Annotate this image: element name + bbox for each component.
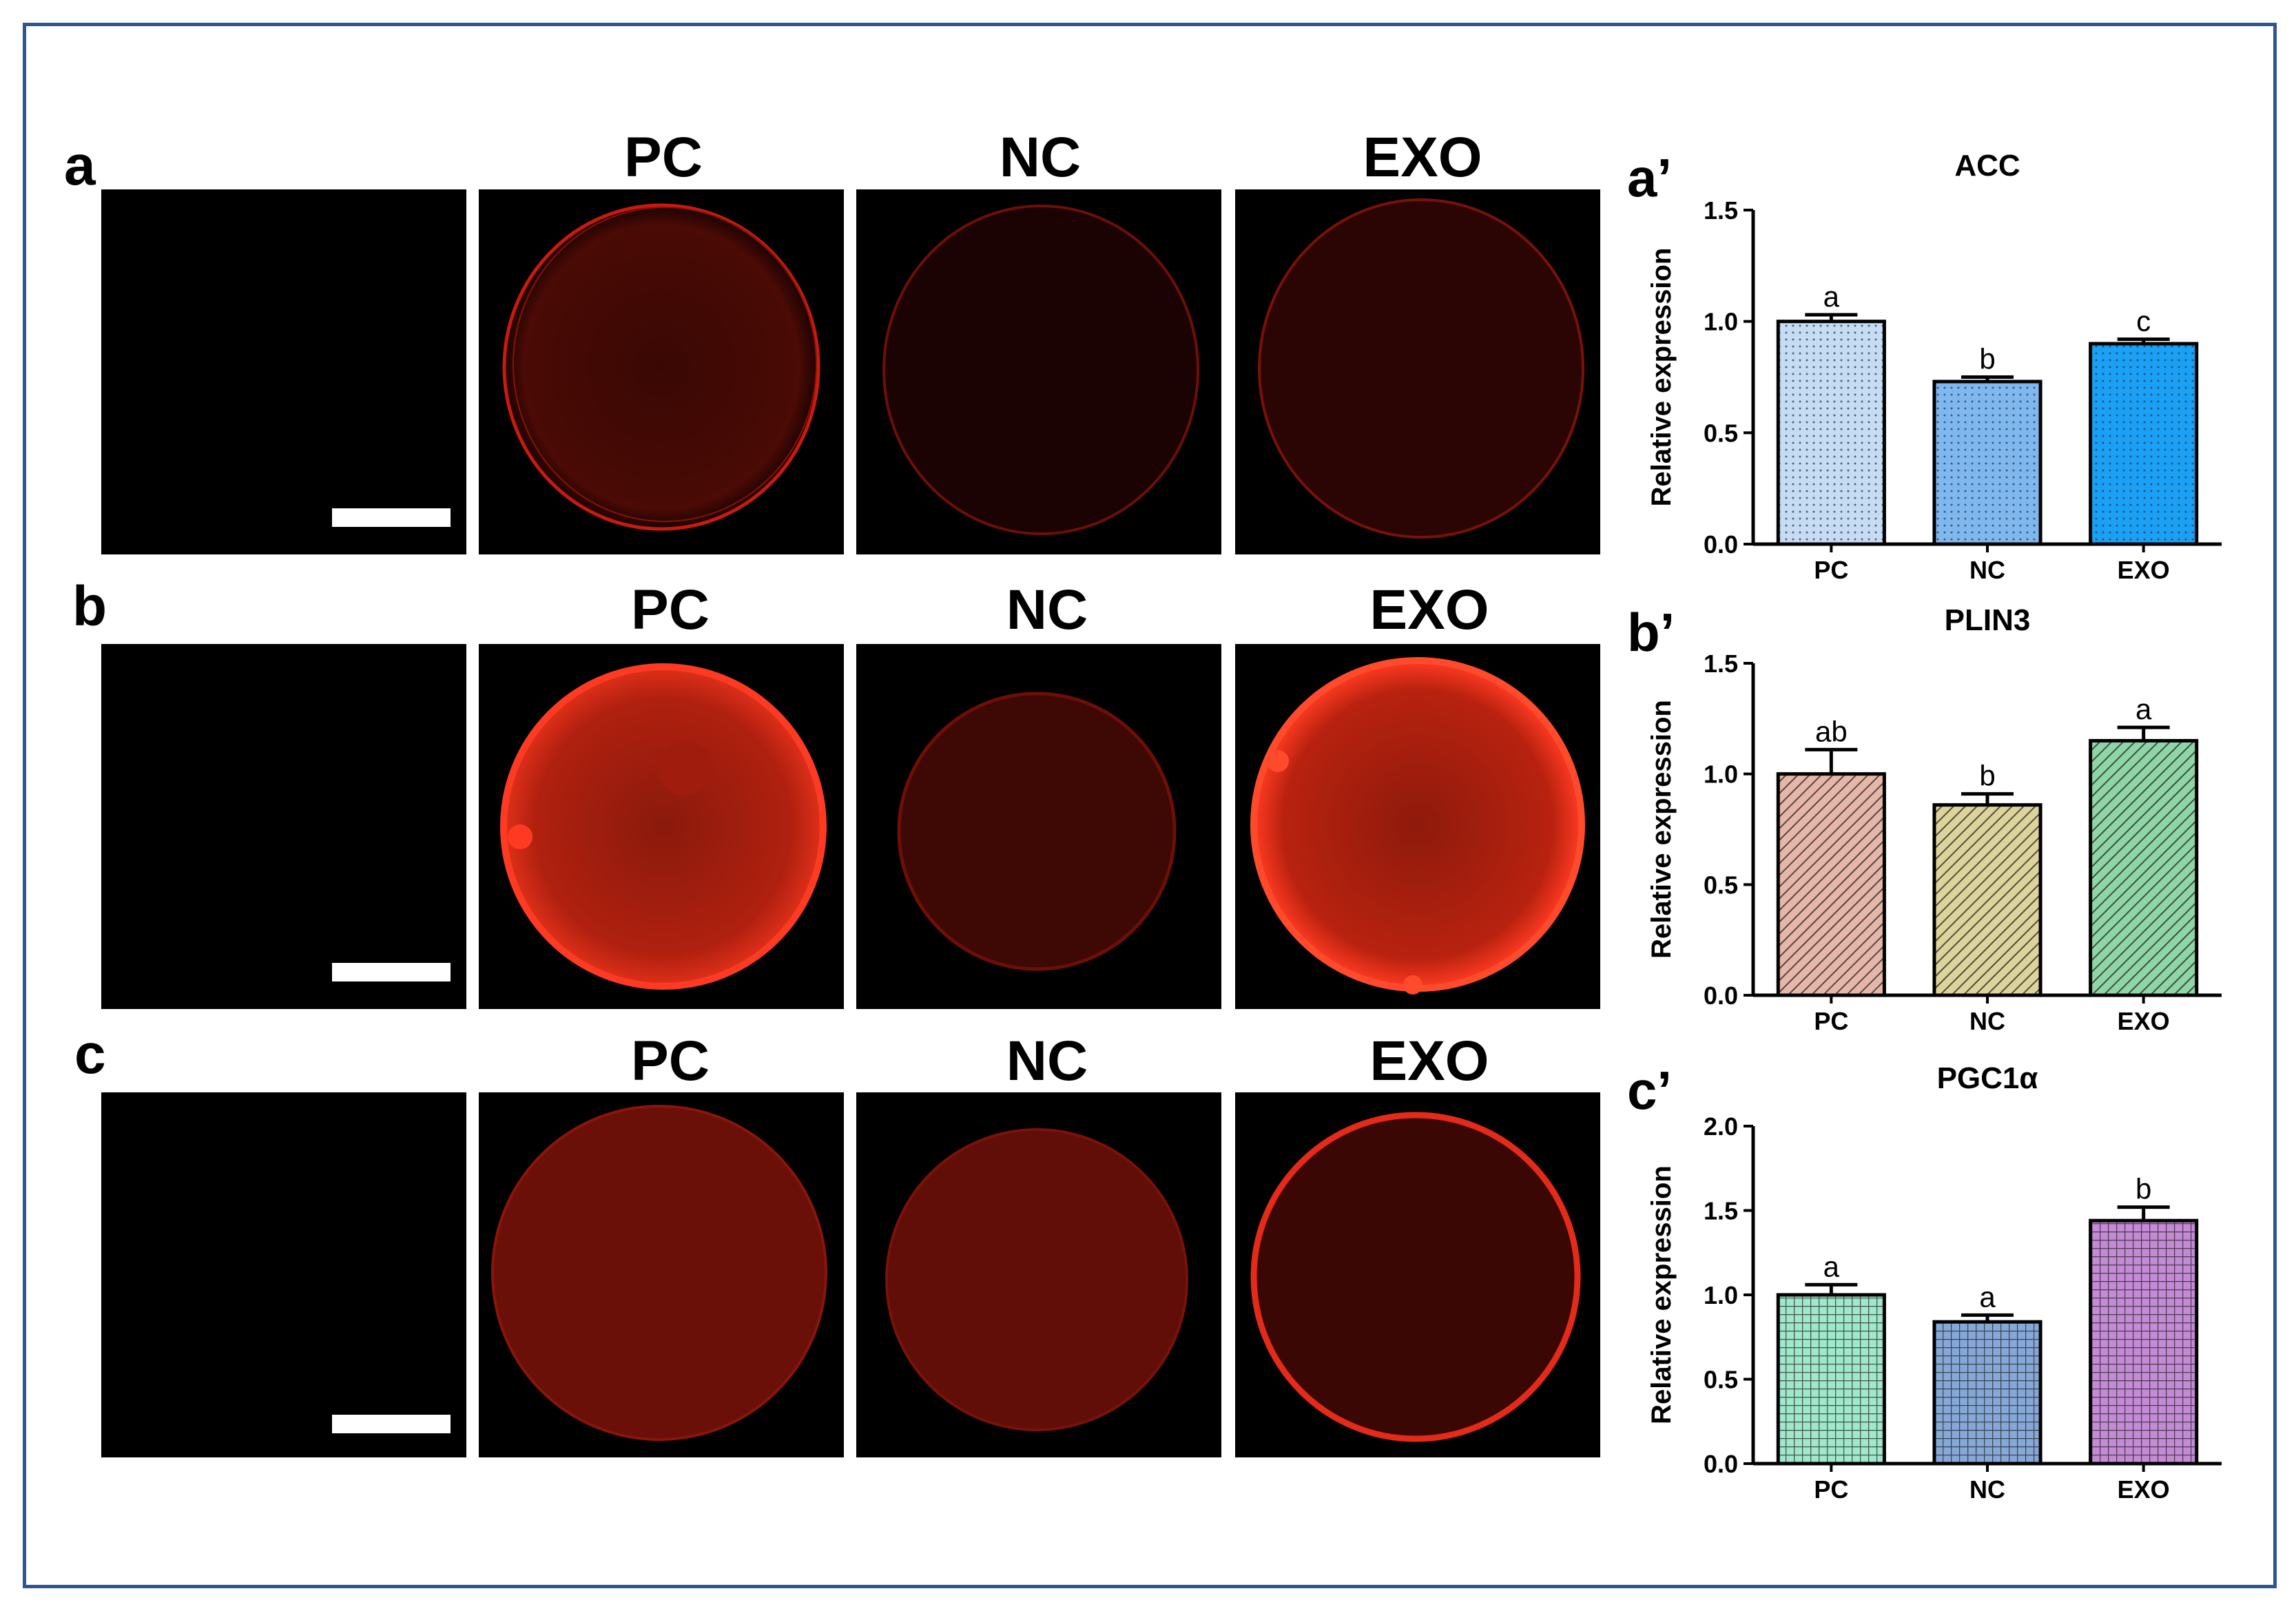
x-tick-label: NC — [1969, 556, 2005, 584]
y-tick-label: 0.0 — [1704, 981, 1738, 1010]
col-title-a-nc: NC — [999, 126, 1082, 189]
micrograph-a-exo — [1235, 189, 1600, 554]
chart-title: PGC1α — [1937, 1061, 2038, 1095]
x-tick-label: PC — [1814, 1475, 1848, 1504]
x-tick-label: EXO — [2118, 556, 2170, 584]
col-title-b-pc: PC — [631, 579, 710, 641]
scale-bar — [332, 963, 451, 981]
micrograph-b-exo — [1235, 644, 1600, 1009]
bar-pattern — [1934, 1322, 2041, 1464]
bar-pattern — [1934, 804, 2041, 995]
micrograph-a-pc — [479, 189, 844, 554]
micrograph-b-blank — [101, 644, 466, 1009]
chart-panel-label: c’ — [1627, 1060, 1672, 1121]
y-axis-label: Relative expression — [1646, 1165, 1677, 1424]
bar-pattern — [2090, 740, 2197, 995]
y-tick-label: 2.0 — [1704, 1112, 1738, 1141]
micrograph-a-nc — [856, 189, 1221, 554]
significance-letter: a — [1823, 280, 1840, 313]
micrograph-c-exo — [1235, 1092, 1600, 1457]
bar-pattern — [2090, 1220, 2197, 1464]
significance-letter: a — [1979, 1280, 1996, 1313]
chart-title: PLIN3 — [1945, 603, 2031, 637]
col-title-b-exo: EXO — [1369, 579, 1489, 641]
significance-letter: b — [1979, 760, 1995, 792]
x-tick-label: PC — [1814, 1007, 1848, 1035]
micrograph-c-blank — [101, 1092, 466, 1457]
y-tick-label: 1.0 — [1704, 308, 1738, 336]
col-title-c-nc: NC — [1006, 1030, 1088, 1092]
significance-letter: b — [1979, 343, 1995, 375]
col-title-c-exo: EXO — [1369, 1030, 1489, 1092]
x-tick-label: EXO — [2118, 1475, 2170, 1504]
bar-pattern — [1934, 381, 2041, 544]
micrograph-b-nc — [856, 644, 1221, 1009]
significance-letter: a — [2135, 693, 2152, 725]
significance-letter: ab — [1815, 715, 1848, 747]
y-axis-label: Relative expression — [1646, 700, 1677, 959]
chart-panel-label: a’ — [1627, 147, 1672, 208]
y-tick-label: 0.5 — [1704, 419, 1738, 447]
scale-bar — [332, 1415, 451, 1433]
significance-letter: b — [2135, 1173, 2151, 1205]
x-tick-label: EXO — [2118, 1007, 2170, 1035]
col-title-a-pc: PC — [624, 126, 703, 189]
chart-panel-label: b’ — [1627, 602, 1675, 663]
bar-pattern — [1778, 1295, 1885, 1464]
x-tick-label: NC — [1969, 1475, 2005, 1504]
scale-bar — [332, 508, 451, 527]
y-axis-label: Relative expression — [1646, 248, 1677, 507]
y-tick-label: 1.0 — [1704, 1281, 1738, 1309]
row-label-c: c — [74, 1023, 106, 1085]
y-tick-label: 1.0 — [1704, 760, 1738, 789]
col-title-c-pc: PC — [631, 1030, 710, 1092]
chart-title: ACC — [1954, 149, 2020, 183]
micrograph-b-pc — [479, 644, 844, 1009]
row-label-a: a — [64, 134, 96, 197]
bar-pattern — [1778, 773, 1885, 995]
row-label-b: b — [72, 575, 107, 638]
bar-pattern — [2090, 344, 2197, 544]
micrograph-a-blank — [101, 189, 466, 554]
y-tick-label: 1.5 — [1704, 649, 1738, 678]
y-tick-label: 1.5 — [1704, 196, 1738, 225]
significance-letter: a — [1823, 1250, 1840, 1282]
x-tick-label: PC — [1814, 556, 1848, 584]
col-title-a-exo: EXO — [1363, 126, 1482, 189]
y-tick-label: 0.0 — [1704, 530, 1738, 559]
y-tick-label: 1.5 — [1704, 1197, 1738, 1225]
significance-letter: c — [2136, 305, 2151, 337]
y-tick-label: 0.5 — [1704, 871, 1738, 899]
y-tick-label: 0.5 — [1704, 1366, 1738, 1394]
x-tick-label: NC — [1969, 1007, 2005, 1035]
micrograph-c-pc — [479, 1092, 844, 1457]
micrograph-c-nc — [856, 1092, 1221, 1457]
y-tick-label: 0.0 — [1704, 1450, 1738, 1478]
col-title-b-nc: NC — [1006, 579, 1088, 641]
bar-pattern — [1778, 321, 1885, 544]
figure-frame — [23, 23, 2277, 1588]
